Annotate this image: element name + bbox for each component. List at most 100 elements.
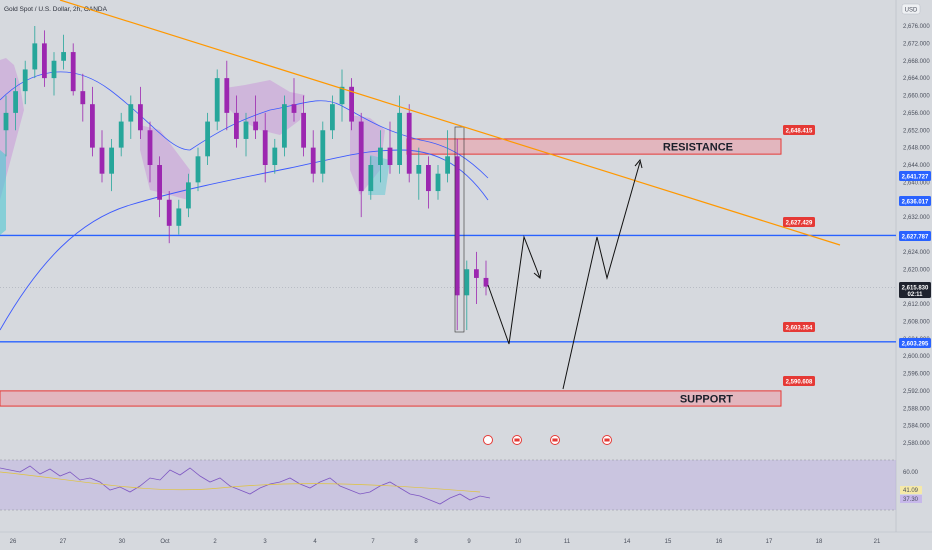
price-tag-label: 2,636.017 [902,199,929,205]
candle-body [368,165,374,192]
price-tag-label: 2,627.787 [902,234,929,240]
price-tags: 2,648.415 2,641.727 2,636.017 2,627.429 2,62… [783,125,931,386]
cloud-area [140,125,190,200]
x-tick-label: 3 [263,539,267,545]
candle-body [330,104,335,131]
rsi-line [0,465,491,505]
candle-body [416,165,422,174]
price-tag-box [783,125,815,135]
y-tick-label: 2,632.000 [903,215,930,221]
candle-body [61,52,66,61]
candle-body [128,104,134,122]
candle-body [454,156,460,296]
event-flag-icon [514,438,520,442]
candle-body [51,60,57,79]
y-tick-label: 2,612.000 [903,302,930,308]
candle-body [214,78,220,122]
forecast-path-1 [487,235,541,345]
x-tick-label: 21 [874,539,881,545]
rsi-value-box [900,486,922,494]
candle-body [406,112,412,174]
y-tick-label: 2,620.000 [903,267,930,273]
price-zones: RESISTANCE SUPPORT [0,138,782,407]
y-tick-label: 2,652.000 [903,128,930,134]
candle-body [80,91,86,105]
event-markers[interactable] [483,435,612,445]
ma-slow [0,149,489,331]
x-axis-ticks: 26 27 30 Oct 2 3 4 7 8 9 10 11 14 15 16 17 18 21 [10,539,881,545]
candle-body [13,91,18,113]
y-tick-label: 2,672.000 [903,41,930,47]
candle-body [99,147,105,174]
x-tick-label: 17 [766,539,773,545]
candle-body [378,147,383,165]
candle-body [291,104,297,113]
x-tick-label: 15 [665,539,672,545]
candle-body [483,277,489,287]
moving-averages [0,71,489,331]
candle-body [176,208,182,226]
cloud-area-cyan [368,155,390,195]
candle-body [109,147,114,174]
candle-body [397,112,402,165]
y-tick-label: 2,648.000 [903,146,930,152]
candle-body [224,78,230,113]
event-flag-icon [485,438,491,442]
price-tag-box [899,231,931,241]
price-tag-box [899,282,931,298]
x-tick-label: 27 [60,539,67,545]
currency-label: USD [905,8,918,14]
ichimoku-cloud [0,58,390,235]
cloud-area [350,115,385,195]
chart-pane-bg [0,0,896,532]
candle-body [320,130,326,174]
candle-body [32,43,38,70]
price-tag-label: 2,627.429 [786,220,813,226]
x-tick-label: 2 [213,539,217,545]
y-tick-label: 2,656.000 [903,111,930,117]
rsi-value-label: 37.30 [903,497,919,503]
y-tick-label: 2,592.000 [903,389,930,395]
x-tick-label: 16 [716,539,723,545]
price-tag-box [783,376,815,386]
event-flag-icon [552,438,558,442]
candle-body [272,147,278,165]
cloud-area-cyan [0,150,6,235]
price-tag-box [899,338,931,348]
candle-body [435,173,441,192]
currency-badge[interactable] [901,3,921,15]
candle-body [262,130,268,165]
candle-body [118,121,124,148]
candle-body [358,121,364,192]
rsi-band [0,460,896,510]
candle-body [90,104,95,148]
price-tag-label: 2,603.295 [902,341,929,347]
price-axis-bg [896,0,932,550]
candle-body [166,199,172,226]
rsi-value-box [900,495,922,503]
candle-body [234,112,239,139]
trendline[interactable] [59,0,841,246]
candle-body [22,69,28,92]
price-tag-label: 2,648.415 [786,128,813,134]
price-tag-sublabel: 02:11 [907,292,923,298]
candle-body [70,52,76,92]
candle-body [301,112,306,148]
candle-body [445,156,450,174]
y-tick-label: 2,600.000 [903,354,930,360]
forecast-path[interactable] [487,158,643,390]
y-axis-ticks: 2,676.000 2,672.000 2,668.000 2,664.000 2,66… [903,24,930,447]
y-tick-label: 2,608.000 [903,319,930,325]
zone-box [0,390,782,407]
candle-body [349,86,354,122]
y-tick-label: 2,664.000 [903,76,930,82]
horizontal-lines [0,234,896,343]
candle-body [205,121,210,157]
rsi-signal-line [0,471,481,493]
candle-body [426,165,431,192]
price-tag-box [783,322,815,332]
x-tick-label: 18 [816,539,823,545]
descending-trendline[interactable] [59,0,841,246]
